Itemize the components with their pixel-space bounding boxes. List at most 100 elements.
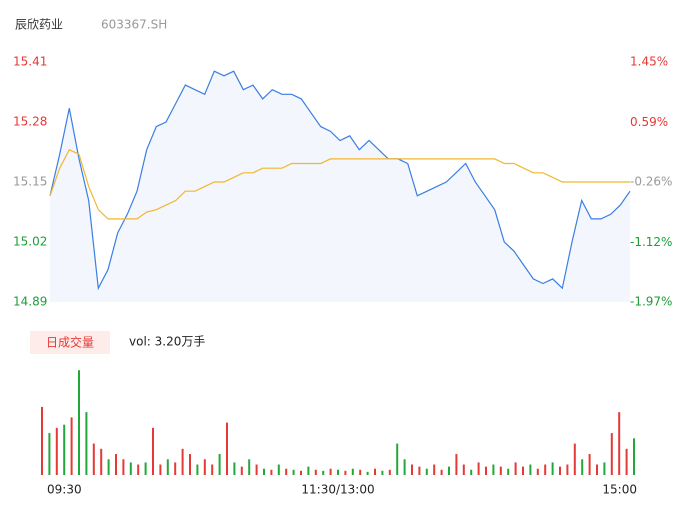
- volume-tag-label: 日成交量: [46, 335, 94, 350]
- volume-bar: [588, 454, 591, 475]
- volume-bar: [159, 464, 162, 475]
- volume-bar: [529, 464, 532, 475]
- volume-bar: [329, 468, 332, 475]
- volume-bar: [499, 466, 502, 475]
- volume-bar: [514, 462, 517, 475]
- volume-bar: [418, 466, 421, 475]
- volume-bar: [314, 469, 317, 475]
- volume-bar: [337, 469, 339, 475]
- y2-tick-label: -1.97%: [630, 295, 672, 309]
- volume-bar: [462, 464, 465, 475]
- volume-bar: [566, 464, 569, 475]
- price-line: [49, 70, 631, 291]
- volume-bar: [522, 466, 524, 475]
- volume-bar: [470, 469, 473, 475]
- volume-bar: [181, 448, 184, 475]
- volume-bar: [485, 466, 487, 475]
- volume-bar: [166, 459, 169, 475]
- volume-bar: [618, 412, 621, 475]
- volume-bar: [440, 469, 443, 475]
- volume-bar: [277, 464, 280, 475]
- volume-bar: [203, 459, 206, 475]
- y2-tick-label: 0.59%: [630, 115, 668, 129]
- volume-bar: [492, 464, 495, 475]
- volume-bar: [388, 469, 391, 475]
- volume-bar: [270, 469, 273, 475]
- volume-bar: [100, 448, 103, 475]
- volume-bar: [610, 433, 613, 475]
- volume-bar: [374, 468, 376, 475]
- volume-bar: [285, 468, 288, 475]
- volume-bar: [107, 459, 110, 475]
- volume-bar: [292, 469, 295, 475]
- stock-code: 603367.SH: [101, 18, 167, 32]
- volume-bar: [174, 462, 177, 475]
- volume-bar: [233, 462, 236, 475]
- volume-bar: [137, 464, 140, 475]
- volume-bar: [189, 454, 191, 475]
- y-tick-label: 15.15: [13, 175, 47, 189]
- volume-bar: [596, 464, 598, 475]
- volume-bar: [115, 454, 117, 475]
- volume-bar: [425, 468, 428, 475]
- volume-bar: [433, 464, 436, 475]
- price-line: [49, 148, 630, 220]
- volume-bar: [581, 459, 584, 475]
- volume-bar: [55, 427, 58, 475]
- y-tick-label: 14.89: [13, 295, 47, 309]
- volume-bar: [344, 470, 347, 475]
- volume-bar: [129, 462, 132, 475]
- volume-bar: [507, 468, 510, 475]
- volume-bar: [322, 470, 325, 475]
- volume-bar: [85, 412, 88, 475]
- stock-name: 辰欣药业: [15, 18, 63, 32]
- volume-bar: [63, 424, 66, 475]
- y-tick-label: 15.02: [13, 235, 47, 249]
- volume-bar: [122, 459, 125, 475]
- volume-bar: [218, 454, 221, 475]
- y-tick-label: 15.28: [13, 115, 47, 129]
- volume-bar: [603, 462, 606, 475]
- volume-bar: [403, 459, 406, 475]
- x-tick-label: 15:00: [602, 483, 637, 497]
- volume-bar: [625, 448, 628, 475]
- volume-bar: [211, 464, 214, 475]
- volume-bar: [144, 462, 147, 475]
- y2-tick-label: -1.12%: [630, 235, 672, 249]
- volume-bar: [559, 466, 561, 475]
- volume-bar: [92, 443, 95, 475]
- volume-bar: [255, 464, 258, 475]
- volume-bar: [351, 468, 354, 475]
- volume-bar: [551, 462, 554, 475]
- volume-bar: [48, 433, 51, 475]
- volume-bar: [196, 464, 199, 475]
- x-tick-label: 09:30: [47, 483, 82, 497]
- volume-bar: [300, 470, 302, 475]
- volume-bar: [366, 471, 369, 475]
- volume-bar: [396, 443, 399, 475]
- volume-bar: [41, 406, 43, 475]
- price-area: [50, 71, 630, 302]
- y2-tick-label: -0.26%: [630, 175, 672, 189]
- volume-bar: [455, 454, 458, 475]
- volume-bar: [573, 443, 576, 475]
- volume-bar: [152, 427, 154, 475]
- volume-bar: [263, 468, 265, 475]
- volume-bar: [411, 464, 413, 475]
- volume-bar: [359, 469, 362, 475]
- volume-bar: [536, 468, 539, 475]
- volume-bar: [70, 417, 73, 475]
- volume-bar: [248, 459, 251, 475]
- volume-bar: [307, 466, 310, 475]
- volume-bar: [78, 370, 80, 475]
- volume-bar: [477, 462, 480, 475]
- volume-total: vol: 3.20万手: [129, 335, 205, 349]
- volume-bar: [240, 466, 243, 475]
- y-tick-label: 15.41: [13, 55, 47, 69]
- y2-tick-label: 1.45%: [630, 55, 668, 69]
- volume-bar: [226, 422, 228, 475]
- volume-bar: [633, 438, 635, 475]
- x-tick-label: 11:30/13:00: [301, 483, 374, 497]
- volume-bar: [381, 470, 384, 475]
